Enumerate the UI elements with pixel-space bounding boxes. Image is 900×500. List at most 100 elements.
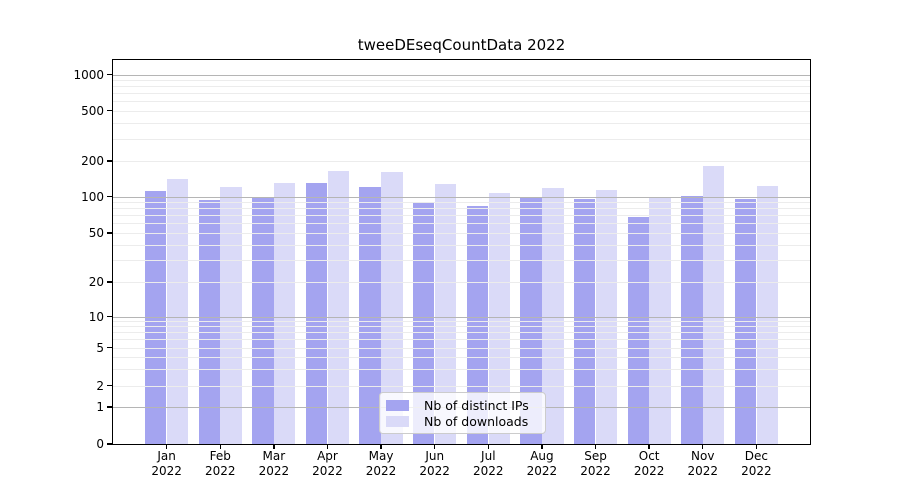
y-axis-tick-label: 100 — [81, 189, 104, 204]
x-axis-tick — [433, 444, 436, 449]
y-axis-tick-label: 500 — [81, 103, 104, 118]
y-axis-tick-label: 50 — [88, 226, 104, 240]
gridline-minor — [113, 233, 810, 234]
gridline-minor — [113, 110, 810, 112]
gridline-minor — [113, 86, 810, 88]
x-axis-tick-label: Sep 2022 — [580, 449, 611, 478]
legend-entry-downloads: Nb of downloads — [386, 413, 537, 429]
x-axis-tick — [487, 444, 489, 449]
gridline-minor — [113, 332, 810, 334]
y-axis-tick — [107, 406, 112, 408]
gridline-minor — [113, 79, 810, 81]
bar-downloads-Dec-2022 — [756, 185, 778, 444]
y-axis-tick — [107, 315, 112, 318]
plot-area — [113, 60, 810, 444]
y-axis-tick-label: 0 — [96, 437, 104, 451]
x-axis-tick-label: Apr 2022 — [312, 449, 343, 478]
chart-title: tweeDEseqCountData 2022 — [357, 36, 566, 54]
bar-downloads-Oct-2022 — [649, 197, 671, 444]
x-axis-tick-label: Jul 2022 — [473, 449, 504, 478]
gridline-minor — [113, 260, 810, 262]
y-axis-tick-label: 2 — [96, 378, 104, 393]
gridline-major — [113, 196, 810, 198]
x-axis-tick — [165, 444, 168, 449]
bar-downloads-Mar-2022 — [274, 183, 296, 444]
y-axis-tick — [107, 195, 112, 198]
x-axis-tick-label: Jun 2022 — [419, 449, 450, 478]
y-axis-tick-label: 10 — [88, 309, 104, 324]
y-axis-tick-label: 1000 — [73, 67, 104, 82]
y-axis-tick — [107, 384, 112, 387]
gridline-minor — [113, 122, 810, 124]
y-axis-tick — [107, 109, 112, 112]
y-axis-tick — [107, 281, 112, 283]
y-axis-tick-label: 20 — [88, 275, 104, 289]
bar-distinct-ips-Oct-2022 — [627, 216, 649, 444]
x-axis-tick-label: Mar 2022 — [258, 449, 290, 478]
gridline-minor — [113, 208, 810, 210]
legend: Nb of distinct IPs Nb of downloads — [379, 392, 546, 434]
bar-downloads-Jun-2022 — [434, 184, 457, 444]
bar-downloads-Jan-2022 — [166, 178, 189, 444]
x-axis-tick — [702, 444, 704, 449]
x-axis-tick-label: Dec 2022 — [741, 449, 772, 478]
x-axis-tick-label: Oct 2022 — [633, 449, 665, 478]
y-axis-tick — [107, 346, 112, 349]
gridline-minor — [113, 347, 810, 349]
x-axis-tick — [273, 444, 275, 449]
x-axis-tick — [541, 444, 543, 449]
y-axis-tick-label: 5 — [96, 340, 104, 355]
x-axis-tick — [326, 444, 329, 449]
gridline-major — [113, 316, 810, 318]
gridline-major — [113, 74, 810, 76]
legend-label-distinct-ips: Nb of distinct IPs — [424, 397, 529, 413]
x-axis-tick-label: Aug 2022 — [526, 449, 558, 478]
bar-downloads-Nov-2022 — [702, 165, 725, 444]
gridline-minor — [113, 368, 810, 370]
bar-distinct-ips-Apr-2022 — [305, 182, 328, 444]
gridline-minor — [113, 356, 810, 358]
bar-distinct-ips-Jul-2022 — [466, 205, 489, 444]
gridline-minor — [113, 339, 810, 341]
y-axis-tick — [107, 160, 112, 162]
gridline-minor — [113, 282, 810, 283]
y-axis-tick — [107, 232, 112, 234]
bar-distinct-ips-Mar-2022 — [252, 197, 274, 444]
gridline-minor — [113, 138, 810, 140]
x-axis-tick — [380, 444, 382, 449]
gridline-minor — [113, 244, 810, 246]
y-axis-tick — [107, 73, 112, 76]
y-axis-tick — [107, 443, 112, 445]
bar-downloads-Apr-2022 — [327, 170, 350, 444]
bar-downloads-May-2022 — [381, 172, 403, 444]
gridline-minor — [113, 202, 810, 204]
legend-swatch-distinct-ips-icon — [386, 399, 409, 411]
x-axis-tick — [219, 444, 221, 449]
bar-downloads-Feb-2022 — [220, 186, 242, 444]
bar-distinct-ips-Aug-2022 — [520, 198, 542, 444]
x-axis-tick-label: Feb 2022 — [204, 449, 236, 478]
bar-downloads-Jul-2022 — [488, 193, 510, 444]
bar-distinct-ips-May-2022 — [359, 186, 381, 444]
gridline-minor — [113, 385, 810, 387]
x-axis-tick — [594, 444, 597, 449]
gridline-minor — [113, 321, 810, 323]
bar-distinct-ips-Jun-2022 — [413, 203, 435, 444]
gridline-minor — [113, 223, 810, 225]
y-axis-tick-label: 200 — [81, 154, 104, 168]
gridline-minor — [113, 326, 810, 328]
legend-entry-distinct-ips: Nb of distinct IPs — [386, 397, 537, 413]
x-axis-tick — [755, 444, 758, 449]
gridline-minor — [113, 101, 810, 103]
x-axis-tick-label: Jan 2022 — [151, 449, 182, 478]
x-axis-tick-label: May 2022 — [365, 449, 397, 478]
legend-swatch-downloads-icon — [386, 415, 409, 427]
gridline-minor — [113, 93, 810, 95]
gridline-minor — [113, 161, 810, 162]
y-axis-tick-label: 1 — [96, 400, 104, 414]
bar-downloads-Aug-2022 — [542, 188, 564, 444]
x-axis-tick-label: Nov 2022 — [687, 449, 719, 478]
x-axis-tick — [648, 444, 650, 449]
gridline-minor — [113, 215, 810, 217]
